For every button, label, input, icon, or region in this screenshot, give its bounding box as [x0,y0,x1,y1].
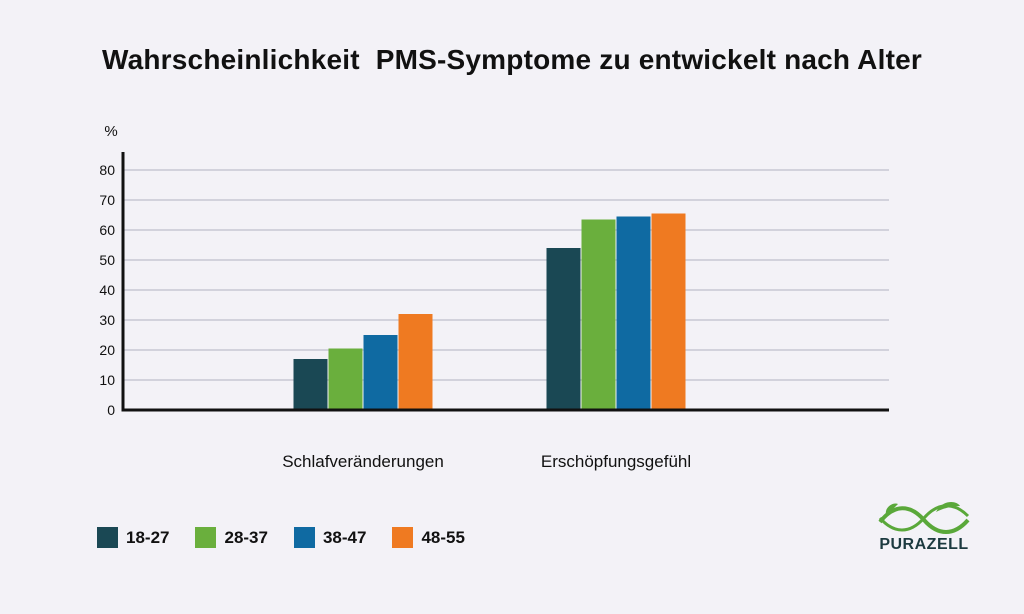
bar [363,335,398,410]
legend-item: 28-37 [195,527,268,548]
y-tick-label: 80 [99,162,115,178]
bar [546,248,581,410]
legend-label: 48-55 [421,527,465,547]
bar [293,359,328,410]
bar [651,213,686,410]
y-tick-label: 0 [107,402,115,418]
x-category-label: Schlafveränderungen [282,452,444,471]
y-tick-label: 10 [99,372,115,388]
y-tick-label: 60 [99,222,115,238]
chart-title: Wahrscheinlichkeit PMS-Symptome zu entwi… [102,44,922,75]
legend-swatch [293,527,315,548]
brand-name: PURAZELL [879,536,969,553]
bar [398,314,433,410]
bar [581,219,616,410]
x-category-label: Erschöpfungsgefühl [541,452,691,471]
y-tick-label: 40 [99,282,115,298]
y-axis-label: % [104,123,117,140]
legend-swatch [97,527,118,548]
y-tick-label: 70 [99,192,115,208]
legend-item: 38-47 [293,527,367,548]
dna-leaf-icon [878,502,970,534]
legend-label: 38-47 [322,527,367,547]
y-tick-label: 20 [99,342,115,358]
legend-label: 28-37 [224,527,268,547]
y-tick-label: 30 [99,312,115,328]
legend-swatch [195,527,217,548]
brand-logo: PURAZELL [876,498,972,556]
legend-label: 18-27 [126,527,170,547]
y-tick-label: 50 [99,252,115,268]
legend-item: 18-27 [97,527,169,548]
legend-item: 48-55 [392,527,465,548]
bar [328,348,363,410]
legend: 18-27 28-37 38-47 48-55 [97,527,465,548]
bar [616,216,651,410]
legend-swatch [392,527,414,548]
